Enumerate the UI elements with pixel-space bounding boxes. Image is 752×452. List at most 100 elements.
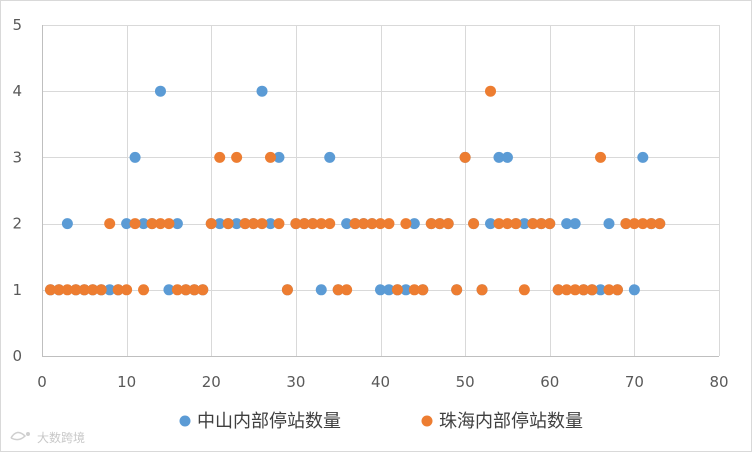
data-point-s1-x44	[408, 284, 420, 296]
data-point-s0-x70	[628, 284, 640, 296]
data-point-s0-x10	[121, 218, 133, 230]
data-point-s1-x69	[620, 218, 632, 230]
y-tick-label-2: 2	[12, 215, 22, 233]
data-point-s1-x58	[527, 218, 539, 230]
watermark: 大数跨境	[10, 430, 85, 445]
data-point-s1-x17	[180, 284, 192, 296]
data-point-s1-x55	[501, 218, 513, 230]
watermark-text: 大数跨境	[37, 430, 85, 445]
data-point-s0-x66	[595, 284, 607, 296]
data-point-s0-x33	[315, 284, 327, 296]
data-point-s1-x34	[324, 218, 336, 230]
data-point-s1-x9	[112, 284, 124, 296]
data-point-s1-x29	[281, 284, 293, 296]
data-point-s1-x30	[290, 218, 302, 230]
data-point-s1-x62	[561, 284, 573, 296]
data-point-s1-x50	[459, 151, 471, 163]
x-tick-label-50: 50	[456, 373, 475, 391]
data-point-s1-x19	[197, 284, 209, 296]
data-point-s1-x4	[70, 284, 82, 296]
data-point-s1-x45	[417, 284, 429, 296]
data-point-s1-x66	[595, 151, 607, 163]
data-point-s1-x7	[95, 284, 107, 296]
data-point-s1-x43	[400, 218, 412, 230]
x-tick-label-40: 40	[371, 373, 390, 391]
data-point-s1-x5	[78, 284, 90, 296]
data-point-s0-x54	[493, 151, 505, 163]
data-point-s1-x60	[544, 218, 556, 230]
data-point-s0-x57	[518, 218, 530, 230]
brand-logo-icon	[10, 431, 30, 441]
x-tick-label-30: 30	[286, 373, 305, 391]
data-point-s1-x40	[375, 218, 386, 230]
y-tick-label-5: 5	[12, 16, 22, 34]
data-point-s1-x64	[578, 284, 590, 296]
data-point-s1-x25	[248, 218, 260, 230]
data-point-s1-x11	[129, 218, 141, 230]
data-point-s1-x38	[358, 218, 370, 230]
data-point-s1-x56	[510, 218, 522, 230]
data-point-s0-x21	[214, 218, 226, 230]
data-point-s0-x40	[375, 284, 386, 296]
data-point-s0-x3	[61, 218, 73, 230]
data-point-s1-x47	[434, 218, 446, 230]
data-point-s1-x22	[222, 218, 234, 230]
data-point-s1-x53	[485, 85, 497, 97]
data-point-s1-x12	[138, 284, 150, 296]
data-point-s0-x26	[256, 85, 268, 97]
y-tick-label-3: 3	[12, 148, 22, 166]
series-0	[44, 85, 666, 296]
data-point-s1-x10	[121, 284, 133, 296]
data-point-s1-x18	[188, 284, 200, 296]
data-point-s0-x63	[569, 218, 581, 230]
data-point-s0-x67	[603, 218, 615, 230]
data-point-s1-x28	[273, 218, 285, 230]
data-point-s1-x71	[637, 218, 649, 230]
legend: 中山内部停站数量 珠海内部停站数量	[179, 411, 583, 432]
x-tick-label-0: 0	[37, 373, 47, 391]
data-point-s1-x52	[476, 284, 488, 296]
data-point-s1-x51	[468, 218, 480, 230]
data-point-s1-x26	[256, 218, 268, 230]
data-point-s1-x20	[205, 218, 217, 230]
data-point-s1-x65	[586, 284, 598, 296]
legend-marker-zhongshan	[179, 415, 191, 427]
data-point-s1-x57	[518, 284, 530, 296]
data-point-s0-x28	[273, 151, 285, 163]
data-point-s1-x59	[535, 218, 547, 230]
data-point-s0-x16	[171, 218, 183, 230]
data-point-s1-x61	[552, 284, 564, 296]
data-point-s0-x71	[637, 151, 649, 163]
data-point-s0-x23	[231, 218, 243, 230]
data-point-s0-x55	[501, 151, 513, 163]
x-tick-label-70: 70	[625, 373, 644, 391]
y-tick-label-0: 0	[12, 347, 22, 365]
data-point-s1-x23	[231, 151, 243, 163]
data-point-s0-x11	[129, 151, 141, 163]
x-tick-label-10: 10	[117, 373, 136, 391]
y-tick-label-4: 4	[12, 82, 22, 100]
data-point-s0-x27	[264, 218, 276, 230]
x-tick-label-80: 80	[709, 373, 728, 391]
data-point-s1-x73	[654, 218, 666, 230]
data-point-s0-x8	[104, 284, 116, 296]
data-point-s1-x48	[442, 218, 454, 230]
data-point-s1-x21	[214, 151, 226, 163]
data-point-s0-x44	[408, 218, 420, 230]
data-point-s0-x53	[485, 218, 497, 230]
data-point-s1-x39	[366, 218, 378, 230]
data-point-s1-x31	[298, 218, 310, 230]
data-point-s1-x36	[341, 284, 353, 296]
legend-marker-zhuhai	[421, 415, 433, 427]
data-point-s1-x46	[425, 218, 437, 230]
data-point-s1-x27	[264, 151, 276, 163]
legend-label-zhuhai: 珠海内部停站数量	[439, 411, 583, 432]
data-point-s1-x8	[104, 218, 116, 230]
data-point-s1-x6	[87, 284, 99, 296]
data-point-s1-x32	[307, 218, 319, 230]
data-point-s1-x67	[603, 284, 615, 296]
data-point-s1-x35	[332, 284, 344, 296]
data-point-s1-x54	[493, 218, 505, 230]
data-point-s1-x63	[569, 284, 581, 296]
data-points	[44, 85, 666, 296]
